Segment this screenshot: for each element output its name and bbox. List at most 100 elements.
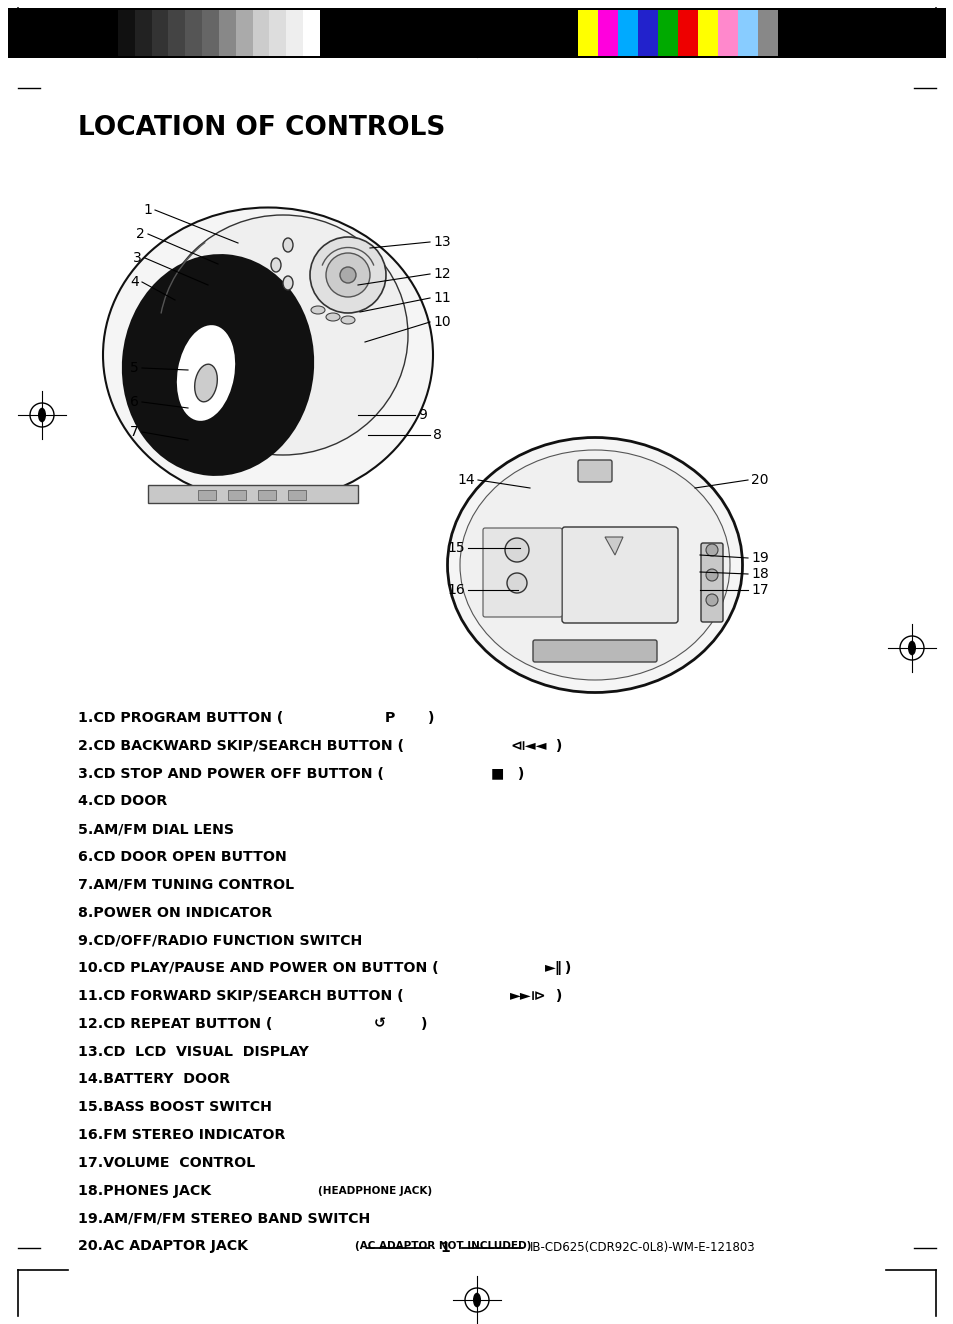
Bar [288,490,306,500]
Bar [698,11,718,56]
FancyBboxPatch shape [578,459,612,482]
Bar [253,11,269,56]
Text: ■: ■ [490,767,503,781]
Ellipse shape [447,437,741,692]
Text: (AC ADAPTOR NOT INCLUDED): (AC ADAPTOR NOT INCLUDED) [355,1241,531,1251]
Text: 20: 20 [750,473,768,487]
Ellipse shape [103,208,433,503]
Text: ►►⧐: ►►⧐ [510,989,546,1004]
Ellipse shape [474,1294,479,1307]
Text: 9.CD/OFF/RADIO FUNCTION SWITCH: 9.CD/OFF/RADIO FUNCTION SWITCH [78,933,362,948]
Ellipse shape [194,364,217,401]
Ellipse shape [271,258,281,271]
Text: P: P [385,711,395,726]
FancyBboxPatch shape [561,527,678,624]
Text: ): ) [420,1017,427,1031]
Bar [257,490,275,500]
Text: 18: 18 [750,567,768,581]
Text: 15: 15 [447,542,464,555]
Text: 7: 7 [131,425,139,440]
Text: 16.FM STEREO INDICATOR: 16.FM STEREO INDICATOR [78,1128,285,1143]
Ellipse shape [123,256,313,475]
Text: 1.CD PROGRAM BUTTON (: 1.CD PROGRAM BUTTON ( [78,711,283,726]
Text: 13: 13 [433,234,450,249]
Circle shape [326,253,370,297]
Text: ►‖: ►‖ [544,961,562,976]
Text: 1: 1 [439,1241,450,1255]
Text: 3: 3 [133,252,142,265]
Ellipse shape [340,316,355,324]
Bar [718,11,738,56]
Text: 4: 4 [131,275,139,289]
Bar [598,11,618,56]
Circle shape [705,544,718,556]
Bar [118,11,134,56]
Circle shape [504,538,529,561]
Text: 11.CD FORWARD SKIP/SEARCH BUTTON (: 11.CD FORWARD SKIP/SEARCH BUTTON ( [78,989,408,1004]
Bar [758,11,778,56]
Text: (HEADPHONE JACK): (HEADPHONE JACK) [317,1185,432,1196]
Bar [169,11,185,56]
Bar [658,11,678,56]
Polygon shape [604,538,622,555]
Text: 10.CD PLAY/PAUSE AND POWER ON BUTTON (: 10.CD PLAY/PAUSE AND POWER ON BUTTON ( [78,961,443,976]
Bar [678,11,698,56]
Text: 6: 6 [130,395,139,409]
Text: IB-CD625(CDR92C-0L8)-WM-E-121803: IB-CD625(CDR92C-0L8)-WM-E-121803 [530,1242,755,1255]
Ellipse shape [177,326,234,420]
Text: 16: 16 [447,583,464,597]
Bar [202,11,219,56]
Text: 5: 5 [131,361,139,375]
Bar [152,11,169,56]
Bar [198,490,215,500]
Text: 12.CD REPEAT BUTTON (: 12.CD REPEAT BUTTON ( [78,1017,273,1031]
Bar [618,11,638,56]
Text: 5.AM/FM DIAL LENS: 5.AM/FM DIAL LENS [78,822,233,837]
Bar [235,11,253,56]
Ellipse shape [459,450,729,681]
Ellipse shape [283,275,293,290]
Text: 14.BATTERY  DOOR: 14.BATTERY DOOR [78,1072,230,1087]
Ellipse shape [158,214,408,455]
Ellipse shape [908,641,914,654]
Text: 19: 19 [750,551,768,565]
Text: ): ) [428,711,434,726]
Circle shape [705,569,718,581]
Text: ): ) [551,989,562,1004]
Text: 8.POWER ON INDICATOR: 8.POWER ON INDICATOR [78,906,272,920]
Circle shape [705,594,718,606]
Text: 20.AC ADAPTOR JACK: 20.AC ADAPTOR JACK [78,1239,253,1254]
Text: 14: 14 [456,473,475,487]
FancyBboxPatch shape [533,639,657,662]
Bar [303,11,319,56]
Text: 2.CD BACKWARD SKIP/SEARCH BUTTON (: 2.CD BACKWARD SKIP/SEARCH BUTTON ( [78,739,409,753]
Text: ): ) [559,961,571,976]
Text: 8: 8 [433,428,441,442]
Text: LOCATION OF CONTROLS: LOCATION OF CONTROLS [78,115,445,140]
Text: 18.PHONES JACK: 18.PHONES JACK [78,1184,215,1198]
Bar [286,11,303,56]
Text: 3.CD STOP AND POWER OFF BUTTON (: 3.CD STOP AND POWER OFF BUTTON ( [78,767,388,781]
Bar [228,490,246,500]
Bar [738,11,758,56]
Ellipse shape [39,408,45,421]
Bar [638,11,658,56]
Ellipse shape [326,312,339,320]
Ellipse shape [474,26,479,40]
Text: 19.AM/FM/FM STEREO BAND SWITCH: 19.AM/FM/FM STEREO BAND SWITCH [78,1211,370,1226]
FancyBboxPatch shape [700,543,722,622]
Text: 6.CD DOOR OPEN BUTTON: 6.CD DOOR OPEN BUTTON [78,850,287,865]
Text: 7.AM/FM TUNING CONTROL: 7.AM/FM TUNING CONTROL [78,878,294,892]
Text: 9: 9 [417,408,426,422]
Text: 12: 12 [433,267,450,281]
Circle shape [506,573,526,593]
Text: 1: 1 [143,203,152,217]
Bar [134,11,152,56]
Bar [8,8,945,58]
Text: 10: 10 [433,315,450,328]
Circle shape [310,237,386,312]
Ellipse shape [283,238,293,252]
Text: 17: 17 [750,583,768,597]
Text: 11: 11 [433,291,450,305]
Text: 17.VOLUME  CONTROL: 17.VOLUME CONTROL [78,1156,255,1170]
